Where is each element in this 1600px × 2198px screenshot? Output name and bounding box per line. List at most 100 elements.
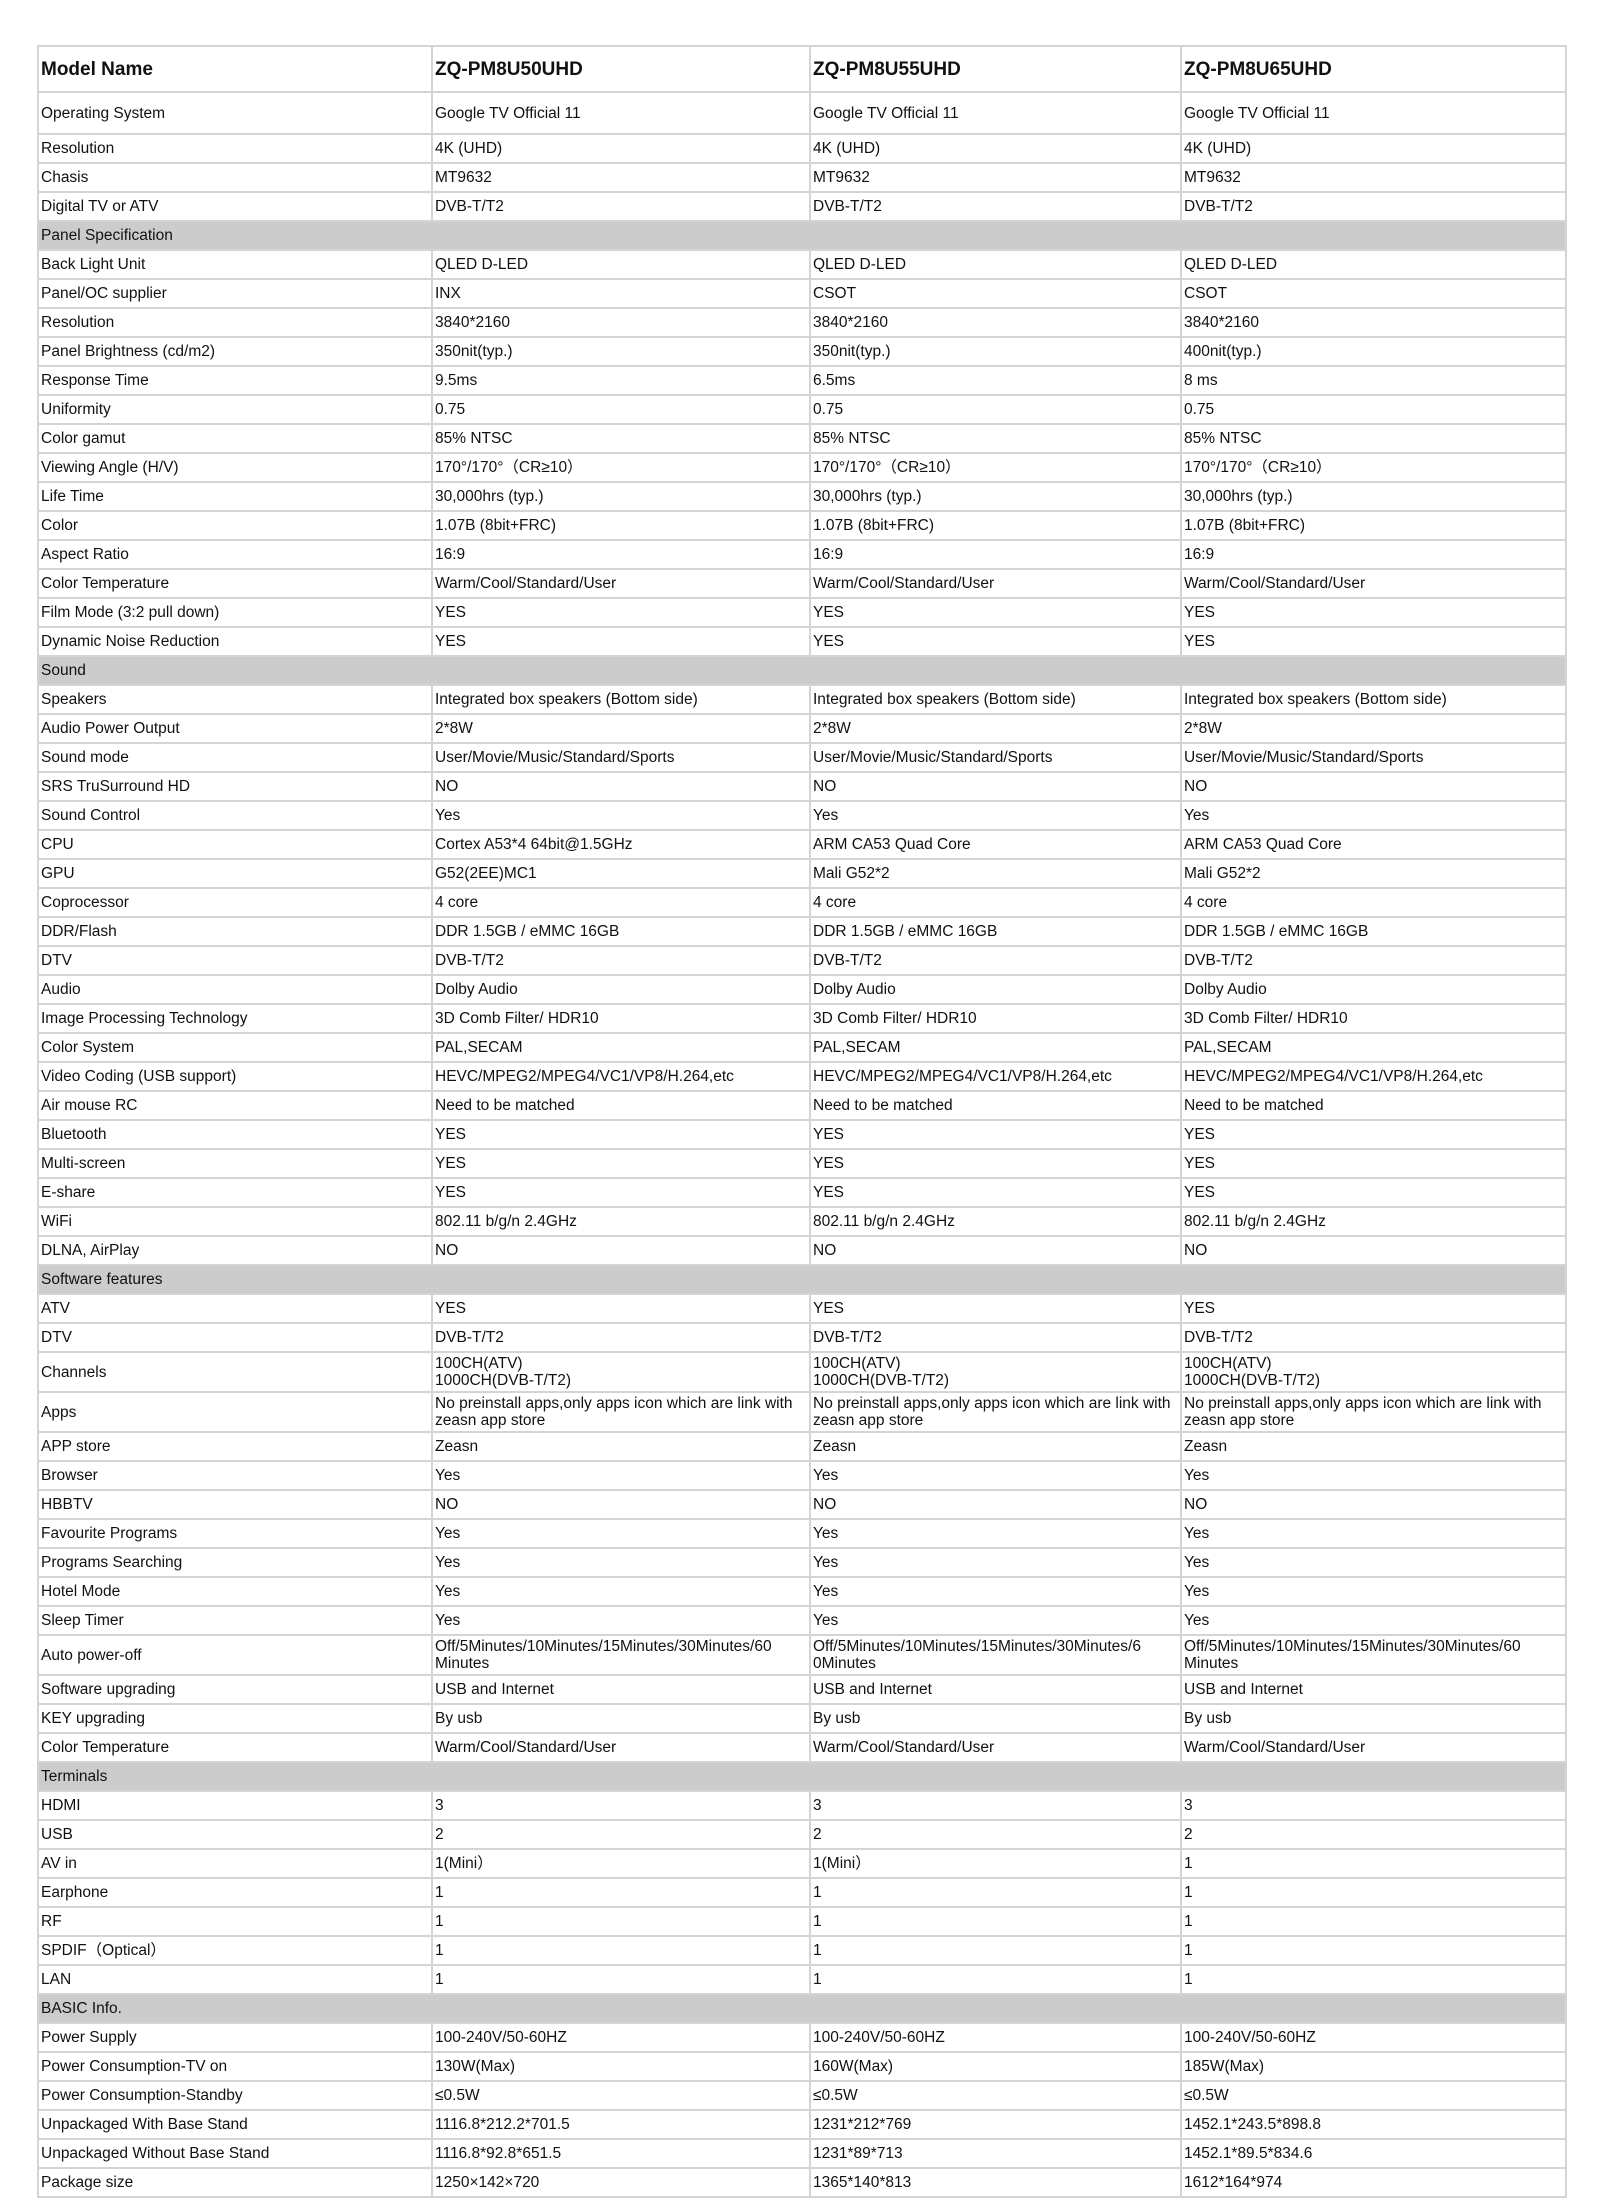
spec-value: By usb [809,1703,1182,1734]
spec-value: 1 [809,1964,1182,1995]
spec-row: Video Coding (USB support) HEVC/MPEG2/MPE… [37,1061,1567,1092]
spec-row: ATV YES YES YES [37,1293,1567,1324]
model-50: ZQ-PM8U50UHD [431,45,811,93]
spec-label: Back Light Unit [37,249,433,280]
spec-label: HDMI [37,1790,433,1821]
spec-value: 3840*2160 [431,307,811,338]
spec-value: Integrated box speakers (Bottom side) [1180,684,1567,715]
spec-value: Yes [1180,1605,1567,1636]
spec-value: 30,000hrs (typ.) [431,481,811,512]
spec-label: Film Mode (3:2 pull down) [37,597,433,628]
spec-label: Auto power-off [37,1634,433,1676]
spec-row: Coprocessor 4 core 4 core 4 core [37,887,1567,918]
spec-value: 160W(Max) [809,2051,1182,2082]
spec-value: YES [809,1177,1182,1208]
spec-value: Dolby Audio [1180,974,1567,1005]
spec-row: Auto power-off Off/5Minutes/10Minutes/15M… [37,1634,1567,1676]
spec-row: E-share YES YES YES [37,1177,1567,1208]
spec-value: DVB-T/T2 [809,945,1182,976]
spec-label: Sleep Timer [37,1605,433,1636]
spec-label: Software upgrading [37,1674,433,1705]
spec-value: 3840*2160 [809,307,1182,338]
spec-row: AV in 1(Mini） 1(Mini） 1 [37,1848,1567,1879]
spec-label: Programs Searching [37,1547,433,1578]
spec-value: 1 [809,1935,1182,1966]
spec-value: NO [1180,1235,1567,1266]
spec-row: Panel/OC supplier INX CSOT CSOT [37,278,1567,309]
spec-value: 4 core [431,887,811,918]
spec-value: Integrated box speakers (Bottom side) [431,684,811,715]
spec-label: Color Temperature [37,568,433,599]
spec-value: 185W(Max) [1180,2051,1567,2082]
spec-label: DLNA, AirPlay [37,1235,433,1266]
spec-value: PAL,SECAM [1180,1032,1567,1063]
spec-value: Google TV Official 11 [431,91,811,135]
model-name-label: Model Name [37,45,433,93]
spec-row: Bluetooth YES YES YES [37,1119,1567,1150]
spec-value: Google TV Official 11 [1180,91,1567,135]
spec-row: Color System PAL,SECAM PAL,SECAM PAL,SECAM [37,1032,1567,1063]
spec-row: Speakers Integrated box speakers (Bottom … [37,684,1567,715]
spec-value: 1 [1180,1877,1567,1908]
spec-row: Life Time 30,000hrs (typ.) 30,000hrs (typ.… [37,481,1567,512]
spec-label: Multi-screen [37,1148,433,1179]
spec-value: 1 [1180,1964,1567,1995]
spec-value: 8 ms [1180,365,1567,396]
spec-value: Warm/Cool/Standard/User [809,568,1182,599]
spec-value: DVB-T/T2 [1180,191,1567,222]
spec-value: 1231*89*713 [809,2138,1182,2169]
spec-value: 350nit(typ.) [809,336,1182,367]
section-row: Panel Specification [37,220,1567,251]
spec-row: Aspect Ratio 16:9 16:9 16:9 [37,539,1567,570]
spec-row: Power Consumption-TV on 130W(Max) 160W(Max… [37,2051,1567,2082]
spec-value: YES [431,597,811,628]
spec-label: Panel/OC supplier [37,278,433,309]
spec-row: Earphone 1 1 1 [37,1877,1567,1908]
spec-row: DDR/Flash DDR 1.5GB / eMMC 16GB DDR 1.5GB … [37,916,1567,947]
spec-label: Image Processing Technology [37,1003,433,1034]
spec-value: Warm/Cool/Standard/User [809,1732,1182,1763]
spec-value: 0.75 [809,394,1182,425]
spec-label: Unpackaged With Base Stand [37,2109,433,2140]
spec-value: Yes [431,1518,811,1549]
spec-label: Viewing Angle (H/V) [37,452,433,483]
spec-value: ≤0.5W [809,2080,1182,2111]
section-row: Terminals [37,1761,1567,1792]
spec-row: SRS TruSurround HD NO NO NO [37,771,1567,802]
spec-value: 170°/170°（CR≥10） [809,452,1182,483]
spec-value: 1452.1*243.5*898.8 [1180,2109,1567,2140]
spec-value: Warm/Cool/Standard/User [1180,568,1567,599]
spec-value: Dolby Audio [431,974,811,1005]
spec-row: Hotel Mode Yes Yes Yes [37,1576,1567,1607]
spec-value: NO [809,1235,1182,1266]
spec-row: GPU G52(2EE)MC1 Mali G52*2 Mali G52*2 [37,858,1567,889]
spec-row: Programs Searching Yes Yes Yes [37,1547,1567,1578]
spec-label: Color [37,510,433,541]
spec-value: 2*8W [1180,713,1567,744]
spec-row: CPU Cortex A53*4 64bit@1.5GHz ARM CA53 Qua… [37,829,1567,860]
spec-value: 1.07B (8bit+FRC) [809,510,1182,541]
spec-label: Air mouse RC [37,1090,433,1121]
spec-value: Zeasn [1180,1431,1567,1462]
spec-row: DTV DVB-T/T2 DVB-T/T2 DVB-T/T2 [37,1322,1567,1353]
spec-row: Favourite Programs Yes Yes Yes [37,1518,1567,1549]
spec-value: No preinstall apps,only apps icon which … [809,1391,1182,1433]
spec-label: Resolution [37,307,433,338]
spec-value: Yes [431,1547,811,1578]
spec-value: G52(2EE)MC1 [431,858,811,889]
spec-value: 85% NTSC [431,423,811,454]
spec-value: NO [431,1235,811,1266]
spec-value: Yes [809,1576,1182,1607]
spec-value: 170°/170°（CR≥10） [1180,452,1567,483]
spec-value: Integrated box speakers (Bottom side) [809,684,1182,715]
spec-value: DVB-T/T2 [1180,945,1567,976]
spec-value: 802.11 b/g/n 2.4GHz [431,1206,811,1237]
spec-value: HEVC/MPEG2/MPEG4/VC1/VP8/H.264,etc [809,1061,1182,1092]
spec-row: Resolution 4K (UHD) 4K (UHD) 4K (UHD) [37,133,1567,164]
spec-value: YES [1180,597,1567,628]
spec-value: 1231*212*769 [809,2109,1182,2140]
spec-label: Earphone [37,1877,433,1908]
spec-value: PAL,SECAM [809,1032,1182,1063]
spec-row: Audio Power Output 2*8W 2*8W 2*8W [37,713,1567,744]
spec-label: Chasis [37,162,433,193]
